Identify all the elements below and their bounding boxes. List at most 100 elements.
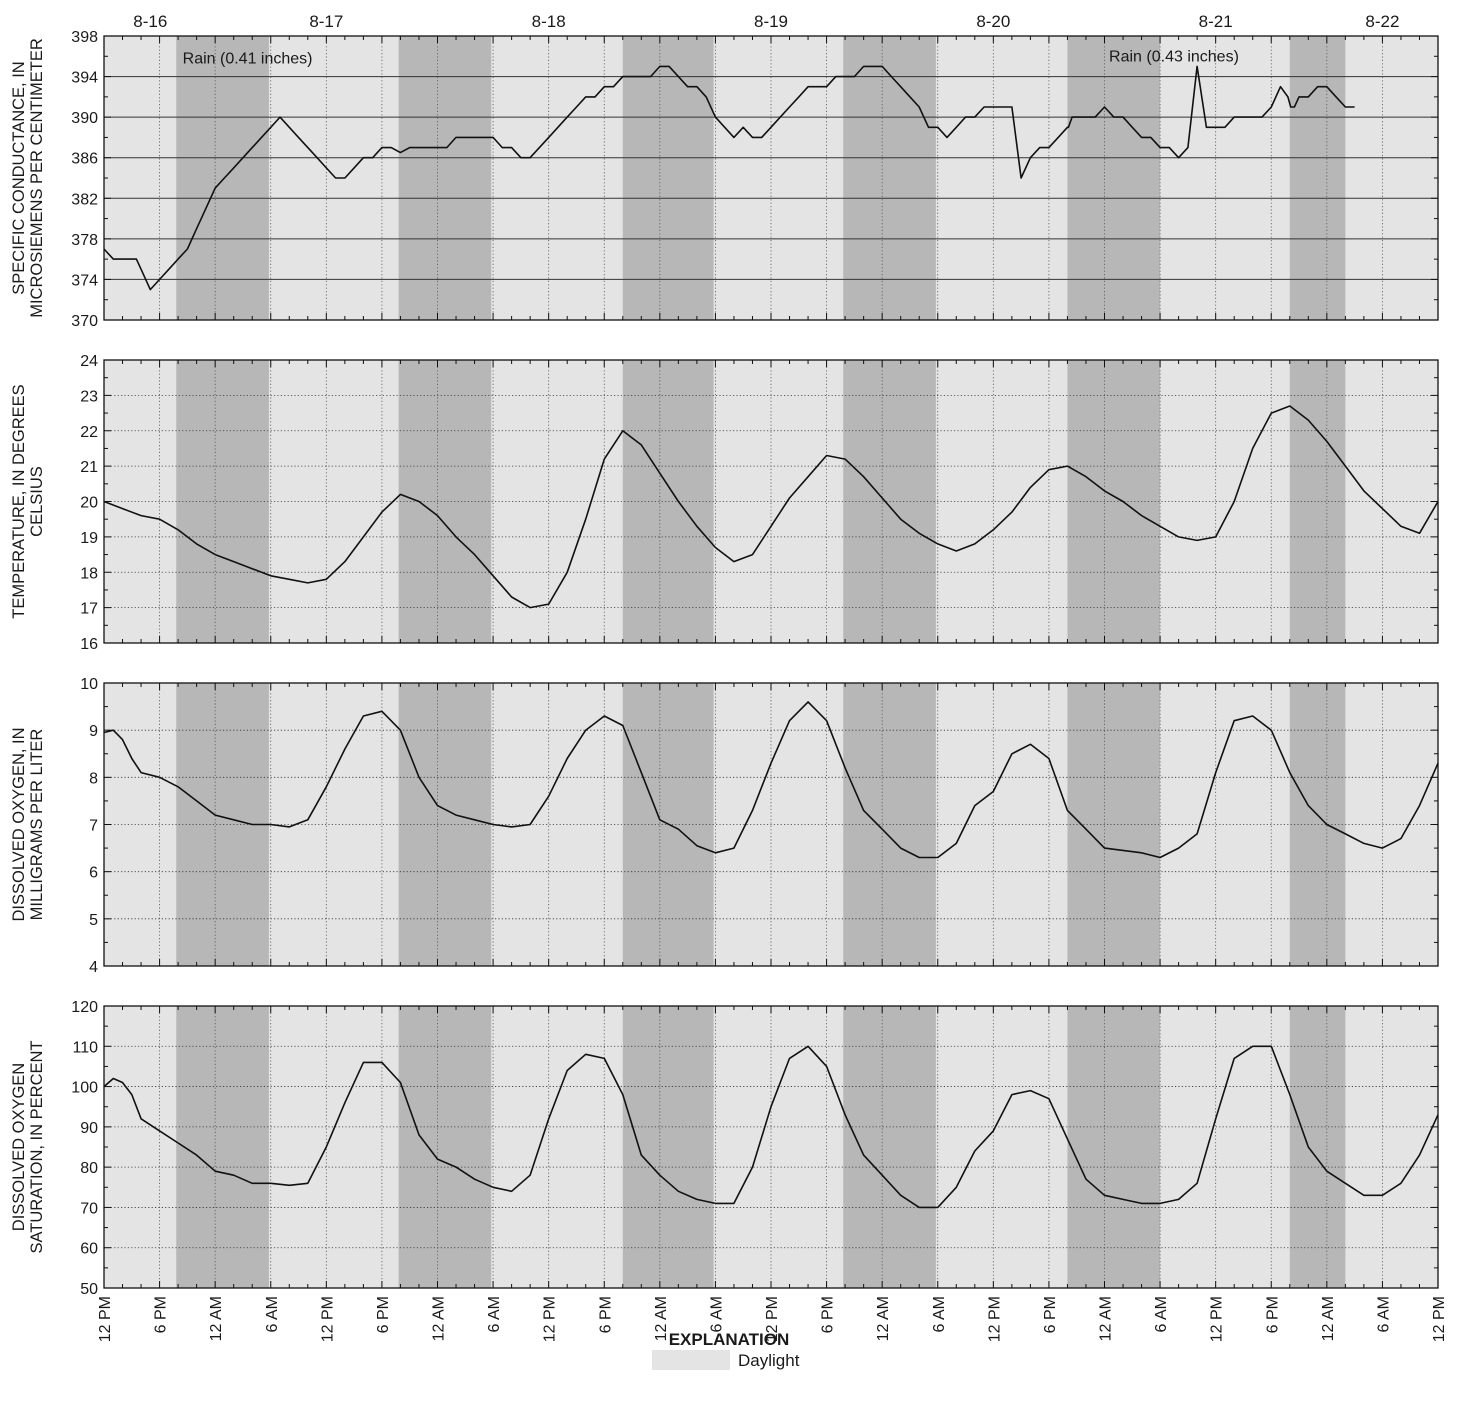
x-tick-label: 12 AM [875,1296,892,1341]
x-axis: 8-16 8-17 8-18 8-19 8-20 8-21 8-22 12 PM 6 PM 12 … [97,12,1448,1342]
night-band [176,1006,269,1288]
y-tick-label: 100 [71,1080,98,1097]
rain-annotation: Rain (0.41 inches) [183,50,313,67]
y-tick-label: 80 [80,1160,98,1177]
x-tick-label: 6 PM [1042,1296,1059,1333]
date-label: 8-22 [1365,12,1399,31]
x-tick-label: 6 PM [375,1296,392,1333]
night-band [843,1006,936,1288]
y-tick-label: 90 [80,1120,98,1137]
y-tick-label: 23 [80,388,98,405]
y-tick-label: 5 [89,912,98,929]
x-tick-label: 12 AM [1320,1296,1337,1341]
y-tick-label: 50 [80,1281,98,1298]
night-band [1067,1006,1161,1288]
date-label: 8-20 [976,12,1010,31]
explanation-legend: EXPLANATION Daylight [652,1330,800,1370]
y-tick-label: 60 [80,1241,98,1258]
x-tick-label: 6 PM [820,1296,837,1333]
series-line [103,65,1355,291]
y-tick-label: 390 [71,110,98,127]
x-tick-label: 6 AM [931,1296,948,1332]
series-line [103,405,1439,609]
y-tick-label: 6 [89,865,98,882]
y-tick-label: 110 [72,1039,98,1056]
night-band [1289,683,1346,966]
y-tick-label: 120 [71,999,98,1016]
y-tick-label: 18 [80,565,98,582]
night-band [1067,36,1161,320]
x-tick-label: 6 AM [1375,1296,1392,1332]
x-tick-label: 12 PM [97,1296,114,1342]
panel-2: 16 17 18 19 20 21 22 23 24 TEMPERATURE, IN DEGREE… [10,353,1439,653]
night-band [1289,36,1346,320]
y-axis-title: DISSOLVED OXYGEN, IN [10,727,28,921]
night-band [1289,1006,1346,1288]
y-tick-label: 20 [80,495,98,512]
y-tick-label: 382 [71,191,98,208]
date-label: 8-16 [133,12,167,31]
x-tick-label: 6 AM [264,1296,281,1332]
night-band [622,1006,714,1288]
y-tick-label: 7 [89,818,98,835]
night-band [176,36,269,320]
y-axis-title: MILLIGRAMS PER LITER [28,729,46,921]
x-tick-label: 12 PM [986,1296,1003,1342]
x-tick-label: 12 AM [208,1296,225,1341]
x-tick-label: 6 AM [1153,1296,1170,1332]
y-tick-label: 10 [80,676,98,693]
explanation-title: EXPLANATION [669,1330,790,1349]
plot-frame [103,682,1439,967]
series-line [103,701,1439,859]
y-tick-label: 9 [89,723,98,740]
x-tick-label: 12 PM [1209,1296,1226,1342]
x-tick-label: 12 AM [431,1296,448,1341]
y-tick-label: 374 [71,272,98,289]
y-axis-title: TEMPERATURE, IN DEGREES [10,384,28,618]
night-band [1067,360,1161,643]
panel-3: 4 5 6 7 8 9 10 DISSOLVED OXYGEN, IN MILLIGRAMS P… [10,676,1439,976]
x-tick-label: 12 AM [1098,1296,1115,1341]
rain-annotation: Rain (0.43 inches) [1109,48,1239,65]
daylight-swatch [652,1350,730,1370]
x-tick-label: 6 PM [153,1296,170,1333]
y-tick-label: 17 [80,601,98,618]
y-tick-label: 378 [71,232,98,249]
night-band [1289,360,1346,643]
y-tick-label: 21 [80,459,98,476]
y-tick-label: 24 [80,353,98,370]
x-tick-label: 12 PM [764,1296,781,1342]
x-tick-label: 6 AM [486,1296,503,1332]
date-label: 8-18 [532,12,566,31]
y-axis-title: SATURATION, IN PERCENT [28,1041,46,1254]
panel-1: 370 374 378 382 386 390 394 398 SPECIFIC CONDUCT… [10,29,1439,330]
night-band [398,36,492,320]
x-tick-label: 12 PM [319,1296,336,1342]
x-tick-label: 12 PM [1431,1296,1448,1342]
daylight-background [104,1006,1438,1288]
y-axis-title: CELSIUS [28,466,46,537]
y-axis-title: MICROSIEMENS PER CENTIMETER [28,38,46,318]
panels-layer: 370 374 378 382 386 390 394 398 SPECIFIC CONDUCT… [10,29,1439,1298]
y-tick-label: 70 [80,1200,98,1217]
date-label: 8-21 [1199,12,1233,31]
x-tick-label: 6 PM [1264,1296,1281,1333]
y-axis-title: DISSOLVED OXYGEN [10,1063,28,1231]
series-line [103,1045,1439,1209]
y-tick-label: 386 [71,151,98,168]
night-band [398,1006,492,1288]
y-tick-label: 8 [89,770,98,787]
night-band [176,360,269,643]
daylight-background [104,36,1438,320]
date-label: 8-17 [309,12,343,31]
x-tick-label: 12 AM [653,1296,670,1341]
y-tick-label: 398 [71,29,98,46]
y-tick-label: 16 [80,636,98,653]
x-tick-label: 6 AM [708,1296,725,1332]
y-tick-label: 4 [89,959,98,976]
night-band [622,36,714,320]
date-label: 8-19 [754,12,788,31]
x-tick-label: 12 PM [542,1296,559,1342]
x-tick-label: 6 PM [597,1296,614,1333]
